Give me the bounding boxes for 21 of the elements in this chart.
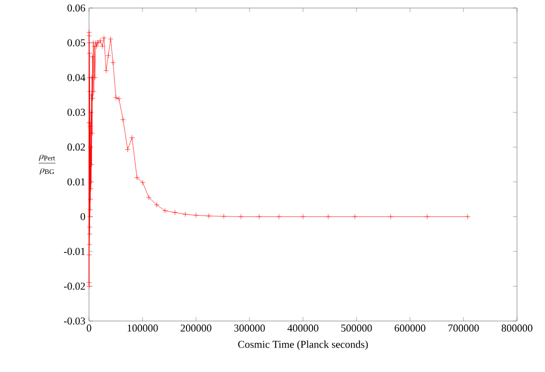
x-tick-label: 400000 — [287, 324, 318, 332]
x-tick-label: 200000 — [180, 324, 212, 332]
y-axis-title: $\frac{\rho_{\rm Pert}}{\rho_{\rm BG}}$ — [38, 154, 56, 175]
y-tick-label: 0 — [80, 213, 86, 220]
x-tick-label: 700000 — [448, 324, 479, 332]
y-tick-label: 0.01 — [67, 178, 85, 186]
x-tick-label: 800000 — [502, 324, 532, 332]
x-tick-label: 100000 — [128, 324, 158, 332]
y-tick-label: 0.06 — [67, 4, 86, 12]
y-tick-label: 0.04 — [67, 74, 86, 82]
y-tick-label: -0.01 — [64, 248, 85, 256]
x-tick-label: 300000 — [234, 324, 265, 332]
x-axis-title: Cosmic Time (Planck seconds) — [238, 340, 368, 350]
x-tick-label: 500000 — [341, 324, 372, 332]
x-tick-label: 0 — [86, 324, 92, 332]
y-tick-label: 0.03 — [67, 108, 86, 116]
y-tick-label: -0.02 — [64, 282, 85, 290]
y-tick-label: 0.05 — [67, 39, 86, 46]
y-tick-label: -0.03 — [64, 317, 86, 325]
x-tick-label: 600000 — [394, 324, 426, 332]
y-tick-label: 0.02 — [67, 144, 85, 151]
